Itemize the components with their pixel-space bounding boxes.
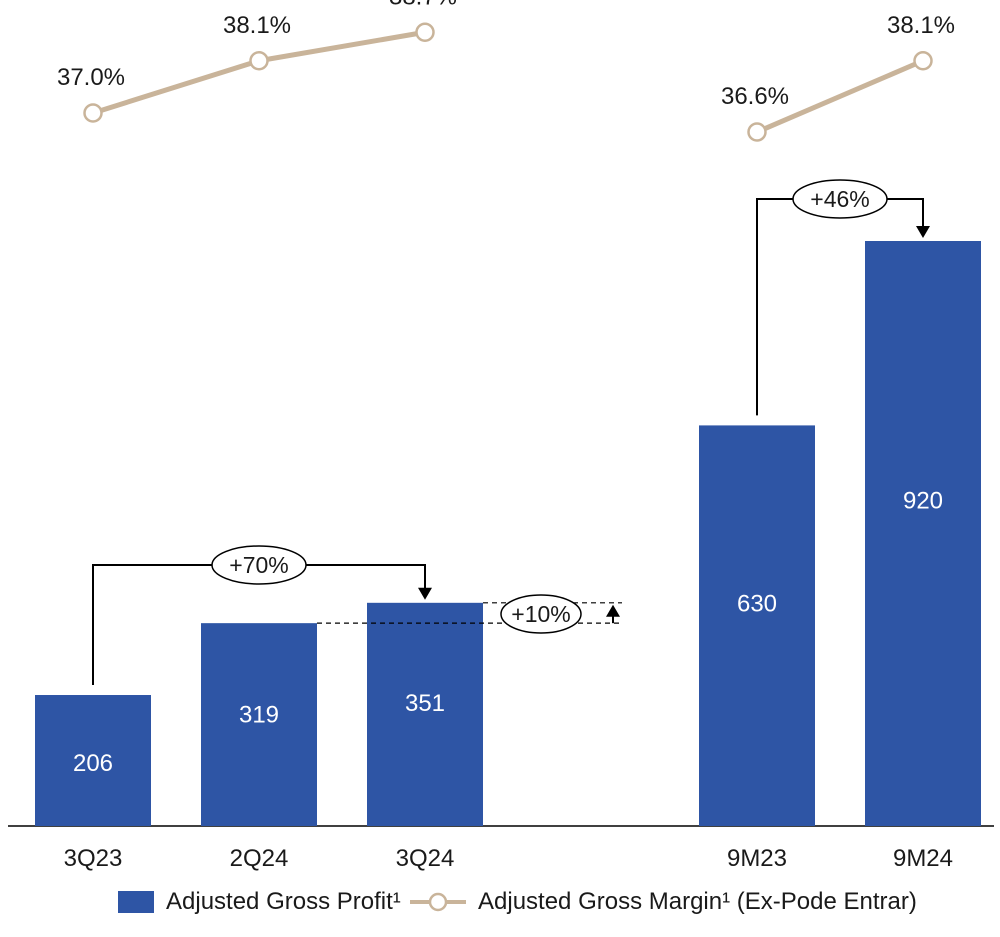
margin-point-9M24	[913, 51, 933, 71]
growth-3q-bubble	[211, 545, 307, 585]
legend-line-label: Adjusted Gross Margin¹ (Ex-Pode Entrar)	[478, 888, 917, 915]
margin-label: 36.6%	[721, 83, 789, 110]
growth-arrow-3q	[418, 587, 432, 600]
growth-9m-bubble	[792, 179, 888, 219]
growth-qoq-label: +10%	[511, 601, 570, 627]
legend-bar-swatch	[118, 891, 154, 913]
bar-9M23	[699, 425, 815, 826]
bar-value-label: 206	[73, 750, 113, 777]
margin-point-3Q24	[415, 22, 435, 42]
chart: 206 319 351 630 920 3Q23 2Q24 3Q24 9M23 9M24 37.0%…	[8, 0, 994, 872]
margin-label: 38.1%	[887, 12, 955, 39]
bar-value-label: 630	[737, 591, 777, 618]
x-tick-label: 9M24	[893, 845, 953, 872]
x-tick-label: 3Q24	[396, 845, 455, 872]
margin-label: 37.0%	[57, 64, 125, 91]
bar-2Q24	[201, 623, 317, 826]
x-tick-label: 9M23	[727, 845, 787, 872]
bar-value-label: 351	[405, 690, 445, 717]
growth-9m-label: +46%	[810, 186, 869, 212]
qoq-arrow-head	[606, 604, 620, 617]
legend: Adjusted Gross Profit¹ Adjusted Gross Ma…	[0, 882, 1000, 922]
margin-label: 38.1%	[223, 12, 291, 39]
legend-item-bar: Adjusted Gross Profit¹	[118, 882, 401, 922]
x-tick-label: 3Q23	[64, 845, 123, 872]
margin-label: 38.7%	[389, 0, 457, 10]
bar-value-label: 319	[239, 701, 279, 728]
growth-arrow-9m	[916, 226, 930, 238]
bar-9M24	[865, 241, 981, 826]
margin-point-2Q24	[249, 51, 269, 71]
margin-line-2	[756, 58, 924, 135]
growth-3q-label: +70%	[229, 552, 288, 578]
x-tick-label: 2Q24	[230, 845, 289, 872]
bar-value-label: 920	[903, 487, 943, 514]
bar-3Q23	[35, 695, 151, 826]
growth-qoq-bubble	[500, 594, 582, 634]
legend-item-line: Adjusted Gross Margin¹ (Ex-Pode Entrar)	[408, 882, 917, 922]
margin-line-1	[92, 29, 426, 116]
margin-point-9M23	[747, 122, 767, 142]
legend-line-swatch	[410, 892, 466, 912]
bar-3Q24	[367, 602, 483, 826]
legend-bar-label: Adjusted Gross Profit¹	[166, 888, 401, 915]
margin-point-3Q23	[83, 103, 103, 123]
